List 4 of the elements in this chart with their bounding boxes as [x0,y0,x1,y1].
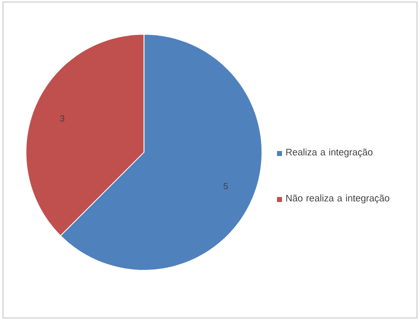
data-label: 3 [60,115,64,122]
legend-label: Não realiza a integração [286,194,390,204]
legend-label: Realiza a integração [286,148,372,158]
data-label: 5 [224,182,228,190]
